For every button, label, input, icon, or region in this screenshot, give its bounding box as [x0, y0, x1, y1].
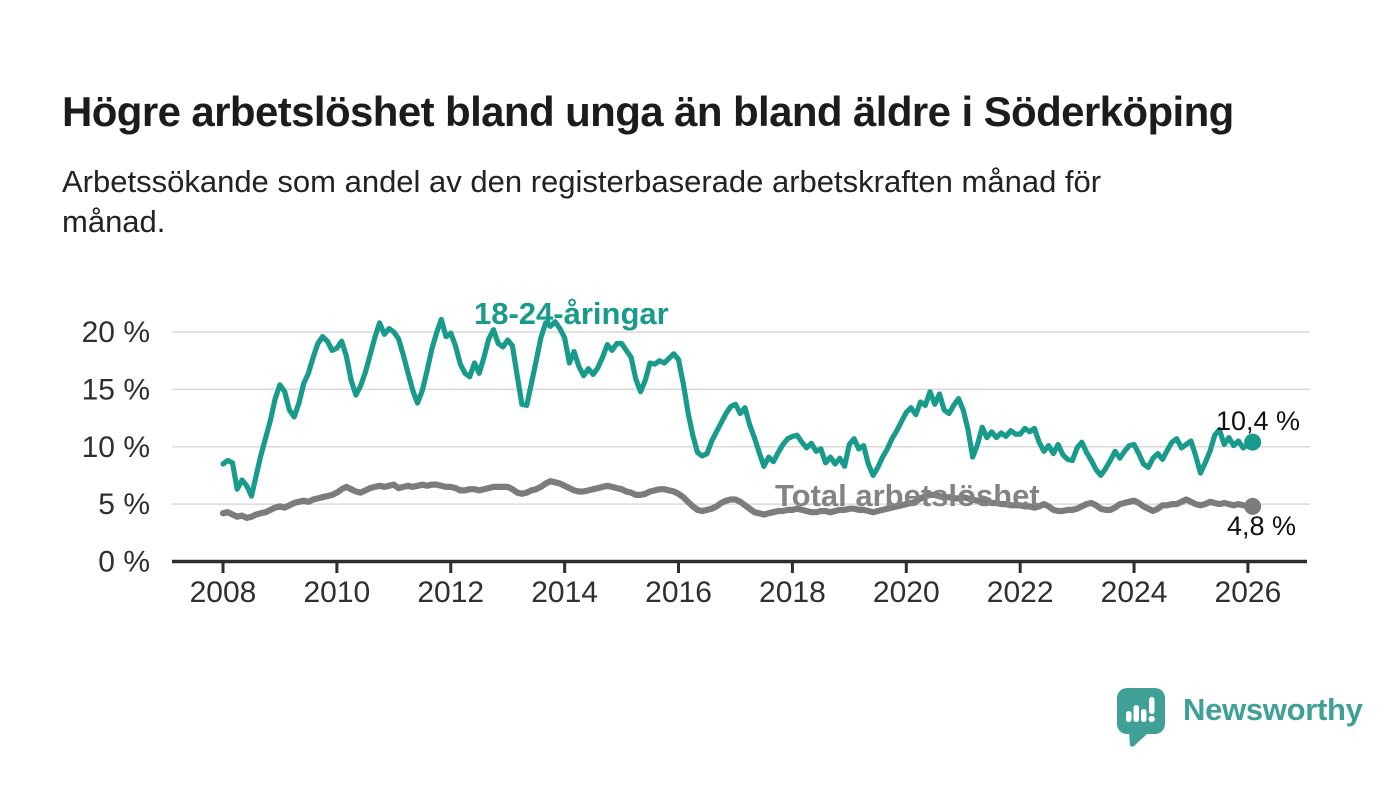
y-tick-label: 20 % [82, 316, 150, 349]
logo-exclamation-dot [1148, 715, 1155, 723]
newsworthy-logo: Newsworthy [1117, 688, 1363, 748]
series-label-total: Total arbetslöshet [775, 478, 1040, 513]
logo-bar-3 [1141, 709, 1147, 722]
chart-subtitle-line1: Arbetssökande som andel av den registerb… [62, 164, 1102, 199]
x-tick-label: 2018 [759, 576, 826, 609]
series-end-dot-youth [1244, 433, 1262, 451]
series-label-youth: 18-24-åringar [474, 296, 669, 331]
x-tick-label: 2012 [417, 576, 484, 609]
series-line-total [219, 478, 1256, 522]
chart-subtitle: Arbetssökande som andel av den registerb… [62, 162, 1101, 243]
x-tick-label: 2008 [190, 576, 257, 609]
x-tick-label: 2016 [645, 576, 712, 609]
y-tick-label: 5 % [98, 488, 150, 521]
logo-bar-2 [1133, 705, 1139, 722]
x-tick-label: 2024 [1101, 576, 1168, 609]
newsworthy-logo-icon [1117, 688, 1165, 747]
x-tick-label: 2014 [531, 576, 598, 609]
x-tick-label: 2022 [987, 576, 1054, 609]
end-value-label-youth: 10,4 % [1216, 406, 1301, 436]
x-tick-label: 2010 [304, 576, 371, 609]
logo-exclamation-bar [1149, 697, 1155, 714]
logo-bar-1 [1126, 711, 1132, 722]
end-value-label-total: 4,8 % [1227, 511, 1297, 541]
x-tick-label: 2026 [1215, 576, 1282, 609]
newsworthy-logo-text: Newsworthy [1183, 692, 1363, 727]
chart-subtitle-line2: månad. [62, 204, 166, 240]
page-title: Högre arbetslöshet bland unga än bland ä… [62, 88, 1234, 136]
y-tick-label: 10 % [82, 431, 150, 464]
y-tick-label: 15 % [82, 373, 150, 406]
x-tick-label: 2020 [873, 576, 940, 609]
series-end-dot-total [1244, 497, 1262, 515]
y-tick-label: 0 % [98, 546, 150, 579]
series-line-youth [220, 316, 1256, 499]
